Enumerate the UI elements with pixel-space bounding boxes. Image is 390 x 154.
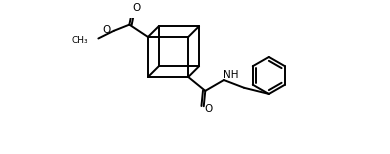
Text: NH: NH bbox=[223, 70, 239, 80]
Text: CH₃: CH₃ bbox=[72, 36, 88, 45]
Text: O: O bbox=[103, 25, 111, 35]
Text: O: O bbox=[132, 4, 140, 13]
Text: O: O bbox=[204, 104, 213, 113]
